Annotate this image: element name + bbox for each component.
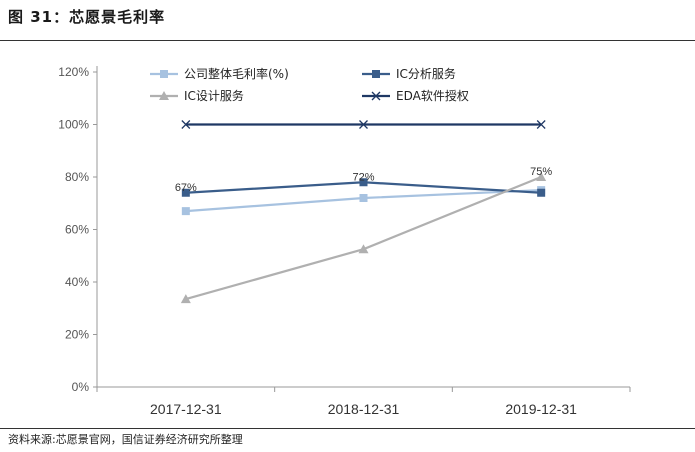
x-tick-label: 2019-12-31 (505, 401, 577, 417)
legend-item: IC分析服务 (362, 66, 456, 81)
square-marker (181, 207, 190, 216)
triangle-marker (536, 172, 547, 181)
y-tick-label: 120% (58, 65, 89, 79)
x-marker (371, 91, 381, 101)
data-label: 72% (352, 171, 374, 183)
square-marker (359, 194, 368, 202)
data-labels: 67% 72% 75% (175, 166, 553, 194)
legend-item: 公司整体毛利率(%) (150, 66, 289, 81)
x-marker-stroke (359, 120, 368, 129)
series-group (180, 120, 547, 304)
legend: 公司整体毛利率(%) IC分析服务 IC设计服务 EDA软件授权 (150, 66, 469, 103)
legend-label: IC分析服务 (396, 66, 456, 81)
y-tick-label: 100% (58, 118, 89, 132)
x-axis: 2017-12-31 2018-12-31 2019-12-31 (96, 386, 631, 417)
triangle-marker (159, 91, 169, 100)
legend-label: EDA软件授权 (396, 88, 469, 103)
y-tick-label: 80% (65, 170, 89, 184)
y-axis: 0% 20% 40% 60% 80% 100% 120% (58, 65, 98, 394)
square-marker (359, 178, 368, 187)
y-tick-label: 0% (72, 380, 90, 394)
legend-label: IC设计服务 (184, 88, 244, 103)
title-rule (0, 40, 695, 41)
x-marker (181, 120, 191, 129)
square-marker (181, 188, 190, 197)
series-triangle (180, 172, 547, 304)
legend-item: EDA软件授权 (362, 88, 469, 103)
x-tick-label: 2017-12-31 (150, 401, 222, 417)
x-marker-stroke (181, 120, 191, 129)
triangle-marker (358, 244, 369, 254)
triangle-marker (180, 294, 191, 304)
x-marker-stroke (536, 120, 546, 129)
y-tick-label: 40% (65, 275, 89, 289)
y-tick-label: 60% (65, 223, 89, 237)
y-tick-label: 20% (65, 328, 89, 342)
data-label: 67% (175, 182, 197, 194)
square-marker (372, 70, 380, 78)
square-marker (160, 70, 168, 78)
figure-title: 图 31：芯愿景毛利率 (8, 8, 166, 26)
x-marker (536, 120, 546, 129)
legend-label: 公司整体毛利率(%) (184, 66, 289, 81)
data-label: 75% (530, 166, 552, 178)
series-x (181, 120, 546, 129)
x-marker-stroke (371, 91, 381, 101)
x-tick-label: 2018-12-31 (328, 401, 400, 417)
x-marker (359, 120, 368, 129)
source-rule (0, 428, 695, 429)
series-square (181, 178, 546, 197)
square-marker (537, 188, 546, 197)
source-note: 资料来源:芯愿景官网，国信证券经济研究所整理 (8, 433, 243, 446)
legend-item: IC设计服务 (150, 88, 244, 103)
